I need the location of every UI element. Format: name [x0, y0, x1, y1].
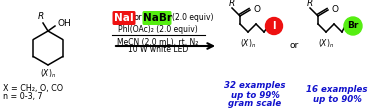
- Text: $(X)_n$: $(X)_n$: [240, 38, 256, 51]
- Text: O: O: [331, 6, 338, 14]
- Circle shape: [344, 17, 362, 35]
- Text: 10 W white LED: 10 W white LED: [128, 45, 188, 55]
- Circle shape: [265, 17, 282, 34]
- Text: R: R: [229, 0, 235, 8]
- Text: OH: OH: [57, 20, 71, 29]
- Text: 16 examples: 16 examples: [306, 86, 368, 94]
- Text: NaBr: NaBr: [143, 13, 172, 23]
- Text: or: or: [290, 41, 299, 51]
- Text: n = 0-3, 7: n = 0-3, 7: [3, 92, 43, 102]
- Text: Br: Br: [347, 21, 359, 30]
- FancyBboxPatch shape: [113, 11, 135, 25]
- Text: 32 examples: 32 examples: [224, 82, 286, 91]
- Text: or: or: [134, 14, 142, 22]
- Text: up to 99%: up to 99%: [231, 91, 279, 99]
- Text: R: R: [307, 0, 313, 8]
- Text: PhI(OAc)₂ (2.0 equiv): PhI(OAc)₂ (2.0 equiv): [118, 25, 198, 33]
- Text: (2.0 equiv): (2.0 equiv): [172, 14, 214, 22]
- Text: O: O: [253, 6, 260, 14]
- Text: X = CH₂, O, CO: X = CH₂, O, CO: [3, 83, 63, 92]
- FancyBboxPatch shape: [143, 11, 172, 25]
- Text: $(X)_n$: $(X)_n$: [318, 38, 334, 51]
- Text: I: I: [272, 21, 276, 31]
- Text: gram scale: gram scale: [228, 99, 282, 108]
- Text: MeCN (2.0 mL), rt, N₂: MeCN (2.0 mL), rt, N₂: [117, 37, 199, 47]
- Text: NaI: NaI: [114, 13, 134, 23]
- Text: up to 90%: up to 90%: [313, 94, 361, 103]
- Text: $(X)_n$: $(X)_n$: [40, 67, 56, 79]
- Text: R: R: [38, 12, 44, 21]
